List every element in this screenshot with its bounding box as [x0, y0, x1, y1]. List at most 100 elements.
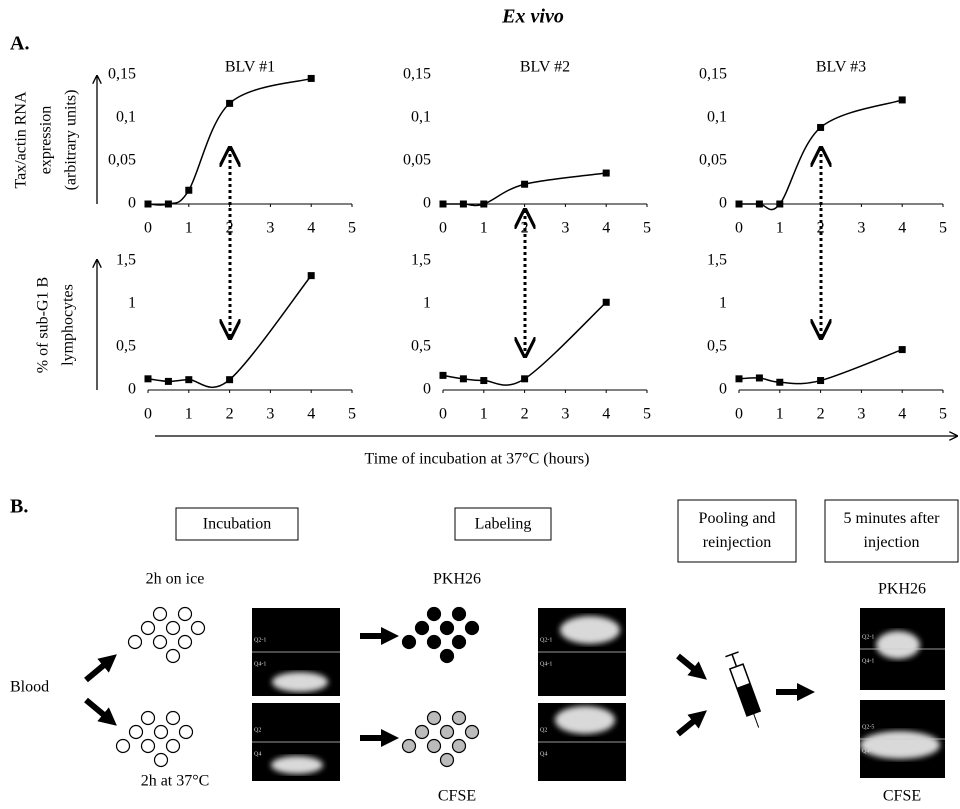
gate-label: Q4-1: [540, 661, 552, 667]
cell: [167, 650, 180, 663]
cell: [179, 636, 192, 649]
y-title-line: expression: [38, 106, 55, 174]
x-tick-label: 3: [561, 220, 569, 237]
x-tick-label: 0: [439, 220, 447, 237]
x-tick-label: 4: [602, 406, 610, 423]
flow-plot-cloud: [876, 631, 920, 659]
cell: [466, 622, 479, 635]
cell: [403, 636, 416, 649]
data-point: [899, 346, 906, 353]
cell: [192, 622, 205, 635]
cell: [453, 608, 466, 621]
y-tick-label: 1,5: [116, 252, 136, 269]
gate-label: Q2-1: [254, 637, 266, 643]
dye-label: CFSE: [438, 788, 476, 805]
panel-label: B.: [10, 496, 28, 518]
x-tick-label: 2: [226, 406, 234, 423]
step-label-box: Pooling and reinjection: [678, 500, 796, 562]
step-label: Pooling and reinjection: [678, 500, 796, 562]
dye-label: PKH26: [878, 581, 926, 598]
series-line: [443, 173, 606, 205]
cell: [154, 608, 167, 621]
x-title: Time of incubation at 37°C (hours): [365, 451, 590, 468]
step-label-box: 5 minutes after injection: [825, 500, 958, 562]
x-tick-label: 5: [643, 406, 651, 423]
chart-title: BLV #1: [225, 59, 275, 76]
data-point: [521, 181, 528, 188]
data-point: [756, 374, 763, 381]
cell: [167, 740, 180, 753]
x-tick-label: 0: [144, 220, 152, 237]
chart-title: BLV #3: [816, 59, 866, 76]
gate-label: Q2: [540, 727, 547, 733]
gate-label: Q4: [540, 751, 547, 757]
x-tick-label: 1: [480, 406, 488, 423]
y-tick-label: 0: [423, 381, 431, 398]
x-tick-label: 1: [480, 220, 488, 237]
gate-label: Q2: [254, 727, 261, 733]
cell: [142, 622, 155, 635]
x-tick-label: 2: [521, 220, 529, 237]
cell: [453, 636, 466, 649]
link-arrows: [230, 148, 821, 356]
x-tick-label: 4: [898, 406, 906, 423]
y-tick-label: 0,1: [707, 109, 727, 126]
data-point: [145, 201, 152, 208]
y-tick-label: 0,1: [116, 109, 136, 126]
y-tick-label: 1: [128, 295, 136, 312]
data-point: [817, 377, 824, 384]
flow-plot-cloud: [271, 756, 323, 774]
y-title-top: Tax/actin RNA expression (arbitrary unit…: [13, 90, 80, 191]
cell: [403, 740, 416, 753]
gate-label: Q4-1: [862, 658, 874, 664]
data-point: [145, 375, 152, 382]
x-tick-label: 3: [857, 220, 865, 237]
x-tick-label: 3: [561, 406, 569, 423]
cell: [416, 726, 429, 739]
y-tick-label: 0: [423, 195, 431, 212]
cell: [441, 650, 454, 663]
data-point: [776, 201, 783, 208]
y-tick-label: 0: [128, 195, 136, 212]
y-tick-label: 1: [423, 295, 431, 312]
data-point: [603, 299, 610, 306]
cell: [154, 636, 167, 649]
cell: [117, 740, 130, 753]
syringe: [725, 652, 765, 730]
flow-plot-cloud: [860, 731, 940, 759]
x-tick-label: 2: [226, 220, 234, 237]
x-tick-label: 5: [939, 406, 947, 423]
x-tick-label: 1: [185, 406, 193, 423]
y-tick-label: 0,1: [411, 109, 431, 126]
x-tick-label: 2: [521, 406, 529, 423]
dye-label: CFSE: [883, 788, 921, 805]
y-tick-label: 0,15: [108, 66, 136, 83]
flow-arrow: [678, 656, 700, 674]
gate-label: Q4-1: [254, 661, 266, 667]
y-tick-label: 1,5: [707, 252, 727, 269]
flow-arrow: [678, 716, 700, 734]
x-tick-label: 4: [307, 220, 315, 237]
x-tick-label: 2: [817, 406, 825, 423]
cell: [428, 740, 441, 753]
data-point: [440, 201, 447, 208]
data-point: [308, 75, 315, 82]
y-tick-label: 0,05: [403, 152, 431, 169]
cell: [130, 726, 143, 739]
chart-title: BLV #2: [520, 59, 570, 76]
cell: [441, 622, 454, 635]
data-point: [460, 375, 467, 382]
y-tick-label: 0: [128, 381, 136, 398]
data-point: [308, 272, 315, 279]
y-tick-label: 0,5: [116, 338, 136, 355]
cell: [453, 740, 466, 753]
x-tick-label: 0: [735, 220, 743, 237]
flow-arrow: [86, 660, 110, 680]
x-tick-label: 4: [898, 220, 906, 237]
x-tick-label: 4: [307, 406, 315, 423]
data-point: [736, 201, 743, 208]
gate-label: Q2-1: [862, 634, 874, 640]
y-tick-label: 0,5: [707, 338, 727, 355]
data-point: [899, 96, 906, 103]
x-tick-label: 1: [776, 406, 784, 423]
